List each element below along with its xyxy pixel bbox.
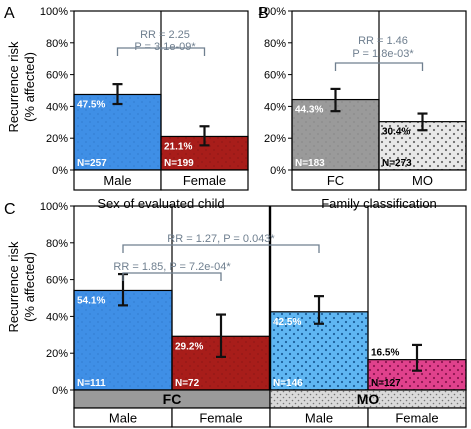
category-label-a-2: Female (183, 173, 226, 188)
category-cell-c-4 (367, 407, 467, 428)
y-tick-label-b: 60% (264, 70, 286, 82)
significance-bracket-c-1 (122, 244, 320, 253)
panel-c: 0% 20% 40% 60% 80% 100% 54.1% N=111 29.2% N=72 42… (40, 201, 467, 428)
y-axis-title-c-line2: (% affected) (22, 252, 37, 322)
category-label-c-3: Male (305, 411, 333, 426)
significance-rr-b: RR = 1.46 (358, 35, 408, 47)
n-label-c-4: N=127 (371, 378, 401, 389)
value-label-c-1: 54.1% (77, 295, 105, 306)
y-tick-label-c: 20% (46, 348, 68, 360)
category-cell-b-2 (378, 169, 467, 191)
bars-b: 44.3% N=183 30.4% N=273 (291, 11, 467, 171)
y-tick-label-b: 80% (264, 38, 286, 50)
y-tick-label-c: 40% (46, 311, 68, 323)
y-tick-label-b: 40% (264, 101, 286, 113)
value-label-c-3: 42.5% (273, 317, 301, 328)
y-ticks-b: 0% 20% 40% 60% 80% 100% (258, 6, 292, 177)
y-tick-label-a: 0% (52, 165, 68, 177)
category-labels-c: Male Female Male Female (73, 407, 467, 428)
panel-label-b: B (258, 5, 269, 22)
stats-a: RR = 2.25P = 3.1e-09* (116, 29, 206, 56)
y-ticks-a: 0% 20% 40% 60% 80% 100% (40, 6, 74, 177)
y-tick-label-c: 80% (46, 238, 68, 250)
significance-bracket-b-1 (334, 62, 424, 71)
category-label-c-4: Female (395, 411, 438, 426)
n-label-b-2: N=273 (382, 158, 412, 169)
panel-a: 0%20%40%60%80%100% 47.5%N=25721.1%N=199 … (40, 6, 249, 211)
y-axis-title-a-line2: (% affected) (22, 52, 37, 122)
y-axis-title-a-line1: Recurrence risk (6, 41, 21, 133)
panel-b: 0%20%40%60%80%100% 44.3%N=18330.4%N=273 … (258, 6, 467, 211)
bars-c: 54.1% N=111 29.2% N=72 42.5% N=146 16.5% N=127 (73, 206, 467, 391)
category-label-c-2: Female (199, 411, 242, 426)
y-tick-label-c: 0% (52, 385, 68, 397)
y-tick-label-a: 80% (46, 38, 68, 50)
n-label-c-2: N=72 (175, 378, 200, 389)
bar-c-1 (73, 289, 173, 391)
value-label-c-4: 16.5% (371, 348, 399, 359)
value-label-a-1: 47.5% (77, 99, 105, 110)
n-label-a-2: N=199 (164, 158, 194, 169)
panel-label-c: C (4, 201, 16, 218)
stats-c: RR = 1.27, P = 0.043* RR = 1.85, P = 7.2e… (113, 233, 320, 281)
y-tick-label-a: 100% (40, 6, 68, 18)
y-ticks-c: 0% 20% 40% 60% 80% 100% (40, 201, 74, 397)
category-cell-a-2 (160, 169, 249, 191)
n-label-a-1: N=257 (77, 158, 107, 169)
significance-text-c-1: RR = 1.27, P = 0.043* (167, 233, 275, 245)
group-label-mo: MO (357, 391, 380, 407)
significance-p-b: P = 1.8e-03* (352, 48, 414, 60)
y-tick-label-a: 20% (46, 133, 68, 145)
n-label-c-3: N=146 (273, 378, 303, 389)
y-tick-label-b: 0% (270, 165, 286, 177)
x-axis-title-a: Sex of evaluated child (97, 196, 224, 211)
y-tick-label-c: 60% (46, 275, 68, 287)
category-label-c-1: Male (109, 411, 137, 426)
category-labels-a: Male Female (73, 169, 249, 191)
n-label-b-1: N=183 (295, 158, 325, 169)
bars-a: 47.5% N=257 21.1% N=199 (73, 11, 249, 171)
significance-text-c-2: RR = 1.85, P = 7.2e-04* (113, 261, 231, 273)
stats-b: RR = 1.46P = 1.8e-03* (334, 35, 424, 71)
value-label-b-2: 30.4% (382, 127, 410, 138)
value-label-c-2: 29.2% (175, 341, 203, 352)
y-tick-label-b: 100% (258, 6, 286, 18)
value-label-a-2: 21.1% (164, 141, 192, 152)
y-tick-label-a: 60% (46, 70, 68, 82)
y-tick-label-a: 40% (46, 101, 68, 113)
significance-rr-a: RR = 2.25 (140, 29, 190, 41)
category-label-b-2: MO (412, 173, 433, 188)
x-axis-title-b: Family classification (321, 196, 437, 211)
group-bands-c: FC MO (73, 389, 467, 409)
group-label-fc: FC (163, 391, 182, 407)
y-tick-label-b: 20% (264, 133, 286, 145)
value-label-b-1: 44.3% (295, 105, 323, 116)
significance-bracket-a-1 (116, 47, 206, 56)
category-label-b-1: FC (327, 173, 344, 188)
panel-label-a: A (4, 5, 15, 22)
significance-bracket-c-2 (122, 272, 222, 281)
category-label-a-1: Male (103, 173, 131, 188)
y-tick-label-c: 100% (40, 201, 68, 213)
y-axis-title-c-line1: Recurrence risk (6, 241, 21, 333)
significance-p-a: P = 3.1e-09* (134, 41, 196, 53)
category-labels-b: FC MO (291, 169, 467, 191)
n-label-c-1: N=111 (77, 378, 106, 389)
